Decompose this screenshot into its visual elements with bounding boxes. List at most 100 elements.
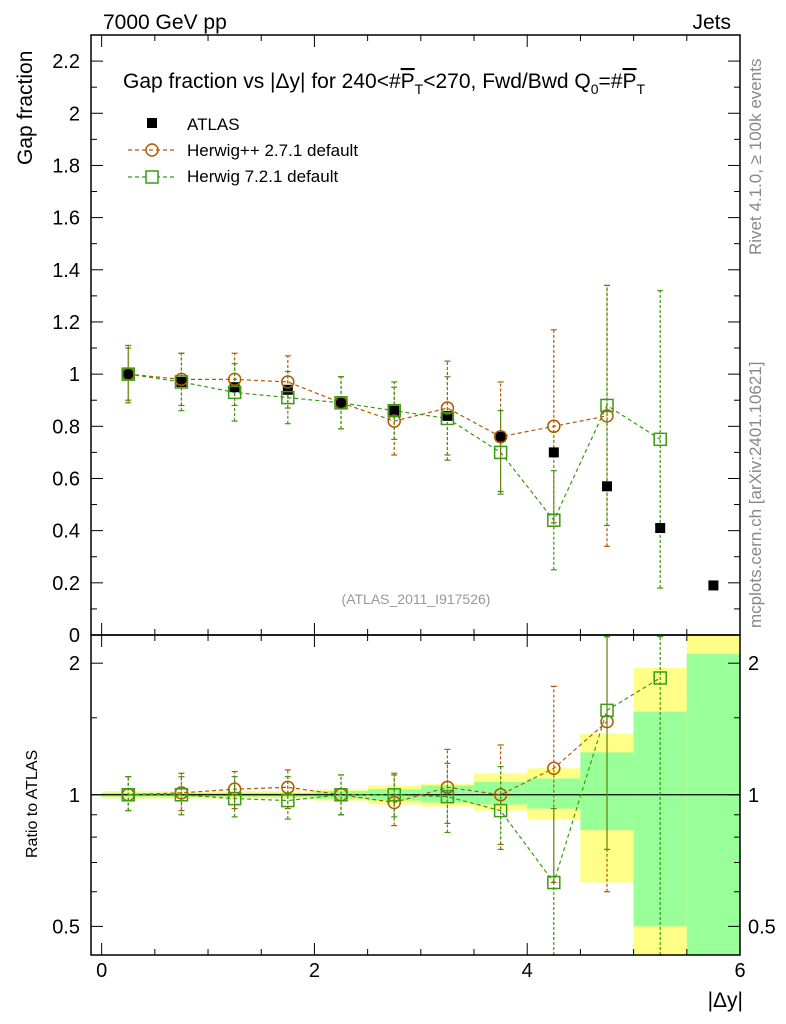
y-tick-label: 0.8 [52,416,80,438]
atlas-point [442,410,453,421]
plot-title: Gap fraction vs |Δy| for 240<#PT<270, Fw… [123,70,646,97]
ratio-herwigpp-point [440,780,455,795]
x-tick-label: 4 [522,960,533,982]
atlas-point [602,481,613,492]
y-tick-label: 1.6 [52,208,80,230]
ratio-plot-frame [90,634,741,956]
ratio-herwig7-point [281,793,295,808]
ratio-herwig7-point [600,703,614,718]
y-tick-label: 1.4 [52,260,80,282]
title-prefix: Gap fraction vs |Δy| for 240<# [123,70,401,93]
atlas-point [548,447,559,458]
atlas-point [655,523,666,534]
ratio-herwig7-point [174,788,189,802]
legend-herwigpp-marker [145,143,159,157]
ratio-herwigpp-point [493,788,508,802]
y-tick-label: 0 [69,625,80,647]
x-tick-label: 6 [734,960,745,982]
ratio-tick-label-right: 2 [748,653,759,675]
atlas-point [708,580,719,591]
herwig7-point [653,432,667,447]
ratio-herwigpp-point [387,795,401,810]
herwig7-point [387,403,401,418]
header-energy-label: 7000 GeV pp [103,11,227,34]
y-tick-label: 1.2 [52,312,80,334]
herwig7-point [440,411,455,426]
herwigpp-point [493,429,508,444]
legend: ATLAS Herwig++ 2.7.1 default Herwig 7.2.… [128,115,358,186]
ratio-tick-label-left: 0.5 [52,916,80,938]
herwig7-point [600,398,614,413]
ratio-herwig7-line [128,677,661,884]
herwigpp-point [547,419,561,434]
y-tick-label: 0.6 [52,468,80,490]
ratio-herwigpp-point [547,761,561,775]
band-green-bin [527,778,581,809]
x-tick-label: 0 [96,960,107,982]
legend-herwig7-label: Herwig 7.2.1 default [187,167,338,186]
y-tick-label: 2 [69,103,80,125]
y-axis-title: Gap fraction [14,51,37,165]
header-jets-label: Jets [692,11,731,34]
herwig7-point [121,367,135,381]
herwigpp-line [128,373,608,438]
title-pt-sub: T [415,81,424,97]
herwigpp-point [227,372,242,387]
atlas-point [229,382,240,393]
ratio-tick-label-right: 0.5 [748,916,776,938]
herwig7-point [547,513,561,527]
herwigpp-point [440,401,455,415]
title-mid: <270, Fwd/Bwd Q [423,70,591,93]
atlas-point [282,384,293,395]
ratio-herwig7-point [547,875,561,890]
y-tick-label: 1.8 [52,155,80,177]
ratio-herwig7-point [387,788,401,802]
ratio-herwig7-point [227,791,242,806]
herwig7-point [281,390,295,405]
legend-herwig7-marker [145,170,159,184]
herwig7-point [227,385,242,400]
ratio-herwig7-point [493,803,508,818]
herwigpp-point [387,414,401,428]
title-pt-2: P [622,70,636,93]
x-axis-title: |Δy| [708,989,743,1012]
title-pt-sub-2: T [637,81,646,97]
herwig7-point [493,445,508,460]
rivet-version-label: Rivet 4.1.0, ≥ 100k events [746,59,765,255]
ratio-herwigpp-point [281,780,295,795]
ratio-herwig7-point [440,789,455,804]
y-tick-label: 0.2 [52,573,80,595]
atlas-point [176,376,187,387]
herwig7-point [334,396,348,410]
legend-atlas-marker [147,118,157,128]
x-tick-label: 2 [309,960,320,982]
analysis-watermark: (ATLAS_2011_I917526) [342,591,491,607]
atlas-point [336,397,347,408]
data-series [121,284,719,956]
y-tick-label: 2.2 [52,51,80,73]
herwig7-point [174,375,189,389]
band-green-bin [686,653,740,955]
atlas-point [389,405,400,416]
ratio-herwig7-point [653,671,667,685]
ratio-herwig7-point [121,788,135,802]
ratio-herwigpp-line [128,721,608,804]
title-q-sub: 0 [591,81,599,97]
atlas-point [123,369,134,380]
herwigpp-point [281,375,295,389]
herwigpp-point [600,409,614,423]
mcplots-url-label: mcplots.cern.ch [arXiv:2401.10621] [746,362,765,628]
ratio-tick-label-right: 1 [748,785,759,807]
ratio-herwigpp-point [227,782,242,796]
ratio-tick-label-left: 2 [69,653,80,675]
ratio-herwig7-point [334,788,348,802]
y-tick-label: 0.4 [52,521,80,543]
legend-atlas-label: ATLAS [187,115,240,134]
title-pt: P [401,70,415,93]
axis-ticks: 0 2 4 6 0 0.2 0.4 0.6 0.8 1 1.2 1.4 1.6 1.8 2 2.2 0.5 0.5… [52,35,776,982]
y-tick-label: 1 [69,364,80,386]
ratio-tick-label-left: 1 [69,785,80,807]
ratio-axis-title: Ratio to ATLAS [24,750,41,858]
atlas-point [495,431,506,442]
